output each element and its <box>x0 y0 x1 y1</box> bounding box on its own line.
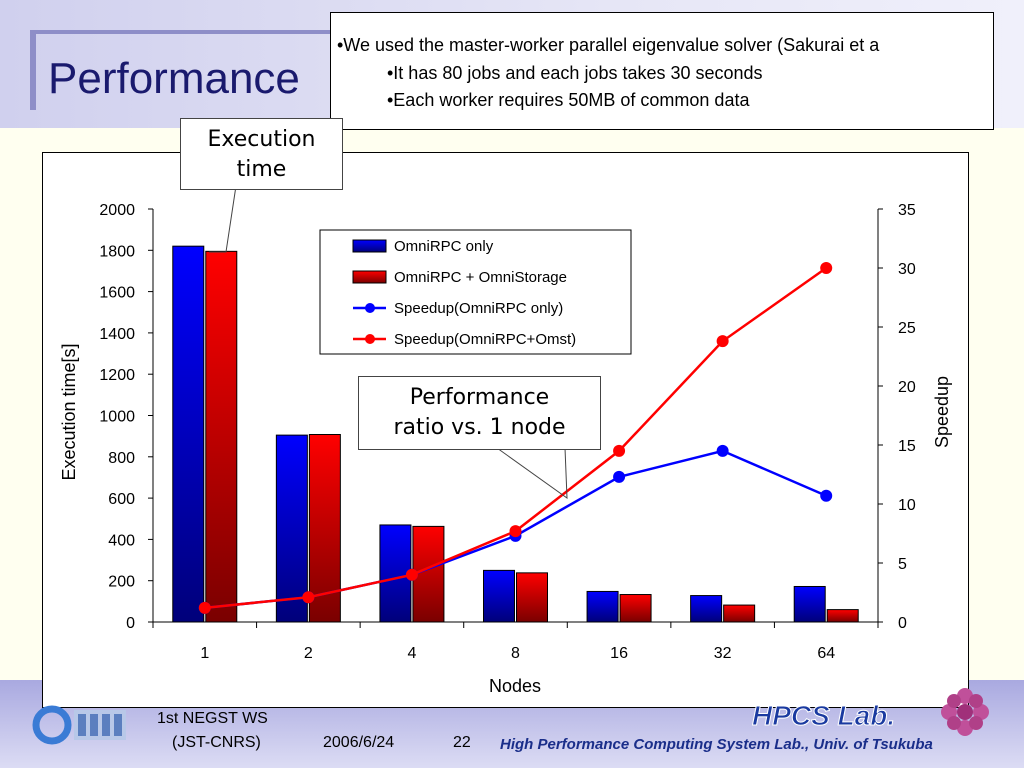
point-speedup-omnirpc-omst <box>509 525 522 538</box>
y2-tick-label: 35 <box>898 202 916 219</box>
bar-omnirpc-omnistorage <box>516 572 548 623</box>
ratio-callout-line-1: Performance <box>409 385 550 410</box>
y-tick-label: 0 <box>126 615 135 632</box>
execution-callout-line-1: Execution <box>207 127 316 152</box>
point-speedup-omnirpc-only <box>820 489 833 502</box>
bar-omnirpc-only <box>483 569 515 623</box>
x-tick-label: 2 <box>304 645 313 662</box>
note-2: •It has 80 jobs and each jobs takes 30 s… <box>387 63 763 83</box>
point-speedup-omnirpc-omst <box>716 335 729 348</box>
x-tick-label: 4 <box>407 645 416 662</box>
notes-box: •We used the master-worker parallel eige… <box>330 12 994 130</box>
y-tick-label: 1400 <box>99 326 135 343</box>
footer-event: 1st NEGST WS <box>157 710 268 727</box>
y2-axis-label: Speedup <box>932 376 952 448</box>
legend-label: Speedup(OmniRPC only) <box>394 300 563 317</box>
y2-tick-label: 15 <box>898 438 916 455</box>
bar-omnirpc-only <box>172 245 205 623</box>
y-tick-label: 2000 <box>99 202 135 219</box>
point-speedup-omnirpc-only <box>613 470 626 483</box>
page-title: Performance <box>48 54 300 103</box>
legend-swatch-marker <box>365 303 375 313</box>
y-tick-label: 1600 <box>99 285 135 302</box>
note-1: •We used the master-worker parallel eige… <box>337 35 880 55</box>
y2-tick-label: 10 <box>898 497 916 514</box>
title-frame-line <box>30 30 330 34</box>
execution-callout-line-2: time <box>236 157 287 182</box>
performance-ratio-callout: Performance ratio vs. 1 node <box>358 376 601 450</box>
point-speedup-omnirpc-omst <box>405 568 418 581</box>
x-tick-label: 16 <box>610 645 628 662</box>
bar-omnirpc-only <box>793 585 826 623</box>
y2-tick-label: 5 <box>898 556 907 573</box>
ratio-callout-pointer <box>496 447 568 500</box>
bar-omnirpc-only <box>379 524 412 623</box>
bar-omnirpc-omnistorage <box>826 609 859 623</box>
x-tick-label: 32 <box>714 645 732 662</box>
lab-logo-text: HPCS Lab. <box>751 700 896 732</box>
omni-logo-icon <box>32 705 126 745</box>
note-3: •Each worker requires 50MB of common dat… <box>387 90 750 110</box>
y-tick-label: 1200 <box>99 367 135 384</box>
university-seal-icon <box>941 688 989 736</box>
legend-swatch-marker <box>365 334 375 344</box>
lab-name: High Performance Computing System Lab., … <box>500 736 933 753</box>
point-speedup-omnirpc-omst <box>302 591 315 604</box>
legend-label: OmniRPC + OmniStorage <box>394 269 567 286</box>
y-tick-label: 600 <box>108 491 135 508</box>
legend-swatch-bar <box>352 270 387 284</box>
ratio-callout-line-2: ratio vs. 1 node <box>393 415 566 440</box>
bar-omnirpc-only <box>586 590 619 623</box>
bar-omnirpc-only <box>690 595 723 623</box>
legend-swatch-bar <box>352 239 387 253</box>
legend-label: OmniRPC only <box>394 238 494 255</box>
y-tick-label: 800 <box>108 450 135 467</box>
x-tick-label: 64 <box>817 645 835 662</box>
bar-omnirpc-omnistorage <box>412 525 445 623</box>
y-tick-label: 400 <box>108 532 135 549</box>
y-axis-label: Execution time[s] <box>59 343 79 480</box>
footer-date: 2006/6/24 <box>323 734 395 751</box>
y-tick-label: 1800 <box>99 243 135 260</box>
x-tick-label: 1 <box>200 645 209 662</box>
x-tick-label: 8 <box>511 645 520 662</box>
y-tick-label: 1000 <box>99 409 135 426</box>
y2-tick-label: 25 <box>898 320 916 337</box>
legend-label: Speedup(OmniRPC+Omst) <box>394 331 576 348</box>
y-tick-label: 200 <box>108 574 135 591</box>
bar-omnirpc-omnistorage <box>723 604 756 623</box>
execution-time-callout: Execution time <box>180 118 343 190</box>
footer-page-number: 22 <box>453 734 471 751</box>
y2-tick-label: 20 <box>898 379 916 396</box>
title-frame-accent <box>30 30 36 110</box>
bar-omnirpc-omnistorage <box>205 250 238 623</box>
bar-omnirpc-only <box>275 434 308 623</box>
y2-tick-label: 0 <box>898 615 907 632</box>
point-speedup-omnirpc-omst <box>820 262 833 274</box>
bar-omnirpc-omnistorage <box>619 594 652 623</box>
point-speedup-omnirpc-omst <box>613 444 626 457</box>
point-speedup-omnirpc-omst <box>198 601 211 614</box>
y2-tick-label: 30 <box>898 261 916 278</box>
point-speedup-omnirpc-only <box>716 444 729 457</box>
footer-org: (JST-CNRS) <box>172 734 261 751</box>
x-axis-label: Nodes <box>489 676 541 696</box>
